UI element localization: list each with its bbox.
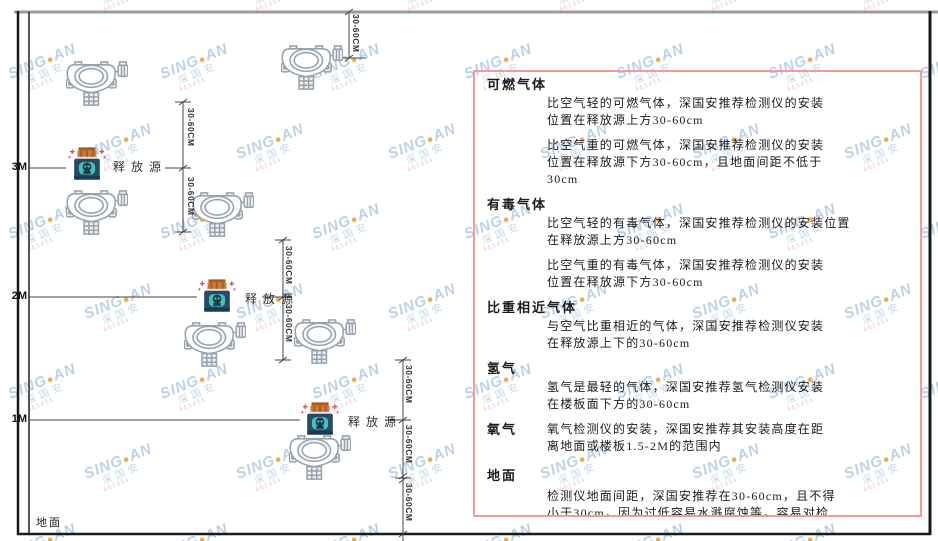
dimension-label: 30-60CM [186, 108, 196, 147]
panel-section-toxic: 有毒气体 比空气轻的有毒气体，深国安推荐检测仪的安装位置 在释放源上方30-60… [475, 196, 920, 291]
release-source-label: 释放源 [113, 160, 168, 174]
section-heading: 地面 [487, 468, 518, 483]
axis-label-1m: 1M [11, 413, 27, 425]
panel-text-line: 离地面或楼板1.5-2M的范围内 [547, 439, 722, 453]
dimension-label: 30-60CM [351, 14, 361, 53]
section-heading: 氢气 [487, 361, 518, 376]
panel-text-line: 30cm [547, 172, 579, 186]
section-heading: 比重相近气体 [487, 300, 578, 315]
panel-text-line: 位置在释放源下方30-60cm [547, 275, 704, 289]
panel-text-line: 在释放源上方30-60cm [547, 233, 678, 247]
dimension-label: 30-60CM [284, 246, 294, 285]
panel-section-oxygen: 氧气 氧气检测仪的安装，深国安推荐其安装高度在距 离地面或楼板1.5-2M的范围… [475, 421, 920, 455]
instructions-panel: 可燃气体 比空气轻的可燃气体，深国安推荐检测仪的安装 位置在释放源上方30-60… [473, 70, 922, 517]
dimension-label: 30-60CM [186, 177, 196, 216]
panel-text-line: 小于30cm，因为过低容易水溅腐蚀等，容易对检 [547, 506, 830, 517]
panel-text-line: 比空气轻的有毒气体，深国安推荐检测仪的安装位置 [547, 216, 851, 230]
section-heading: 氧气 [487, 422, 518, 437]
panel-text-line: 在楼板面下方的30-60cm [547, 397, 691, 411]
release-source-label: 释放源 [245, 292, 300, 306]
panel-text-line: 位置在释放源上方30-60cm [547, 113, 704, 127]
dimension-label: 30-60CM [284, 304, 294, 343]
panel-text-line: 位置在释放源下方30-60cm，且地面间距不低于 [547, 155, 823, 169]
panel-section-ground: 地面 检测仪地面间距，深国安推荐在30-60cm，且不得 小于30cm，因为过低… [475, 467, 920, 517]
axis-label-2m: 2M [11, 290, 27, 302]
panel-text-line: 检测仪地面间距，深国安推荐在30-60cm，且不得 [547, 489, 836, 503]
panel-section-flammable: 可燃气体 比空气轻的可燃气体，深国安推荐检测仪的安装 位置在释放源上方30-60… [475, 76, 920, 188]
panel-text-line: 氢气是最轻的气体，深国安推荐氢气检测仪安装 [547, 380, 825, 394]
dimension-label: 30-60CM [404, 365, 414, 404]
release-source-label: 释放源 [348, 415, 403, 429]
panel-section-similar-density: 比重相近气体 与空气比重相近的气体，深国安推荐检测仪安装 在释放源上下的30-6… [475, 299, 920, 352]
ground-label: 地面 [36, 517, 62, 529]
panel-section-hydrogen: 氢气 氢气是最轻的气体，深国安推荐氢气检测仪安装 在楼板面下方的30-60cm [475, 360, 920, 413]
panel-text-line: 氧气检测仪的安装，深国安推荐其安装高度在距 [547, 422, 825, 436]
dimension-label: 30-60CM [404, 483, 414, 522]
panel-text-line: 比空气轻的可燃气体，深国安推荐检测仪的安装 [547, 96, 825, 110]
panel-text-line: 比空气重的可燃气体，深国安推荐检测仪的安装 [547, 138, 825, 152]
panel-text-line: 在释放源上下的30-60cm [547, 336, 691, 350]
axis-label-3m: 3M [11, 161, 27, 173]
section-heading: 有毒气体 [487, 197, 548, 212]
dimension-label: 30-60CM [404, 425, 414, 464]
panel-text-line: 比空气重的有毒气体，深国安推荐检测仪的安装 [547, 258, 825, 272]
section-heading: 可燃气体 [487, 77, 548, 92]
panel-text-line: 与空气比重相近的气体，深国安推荐检测仪安装 [547, 319, 825, 333]
